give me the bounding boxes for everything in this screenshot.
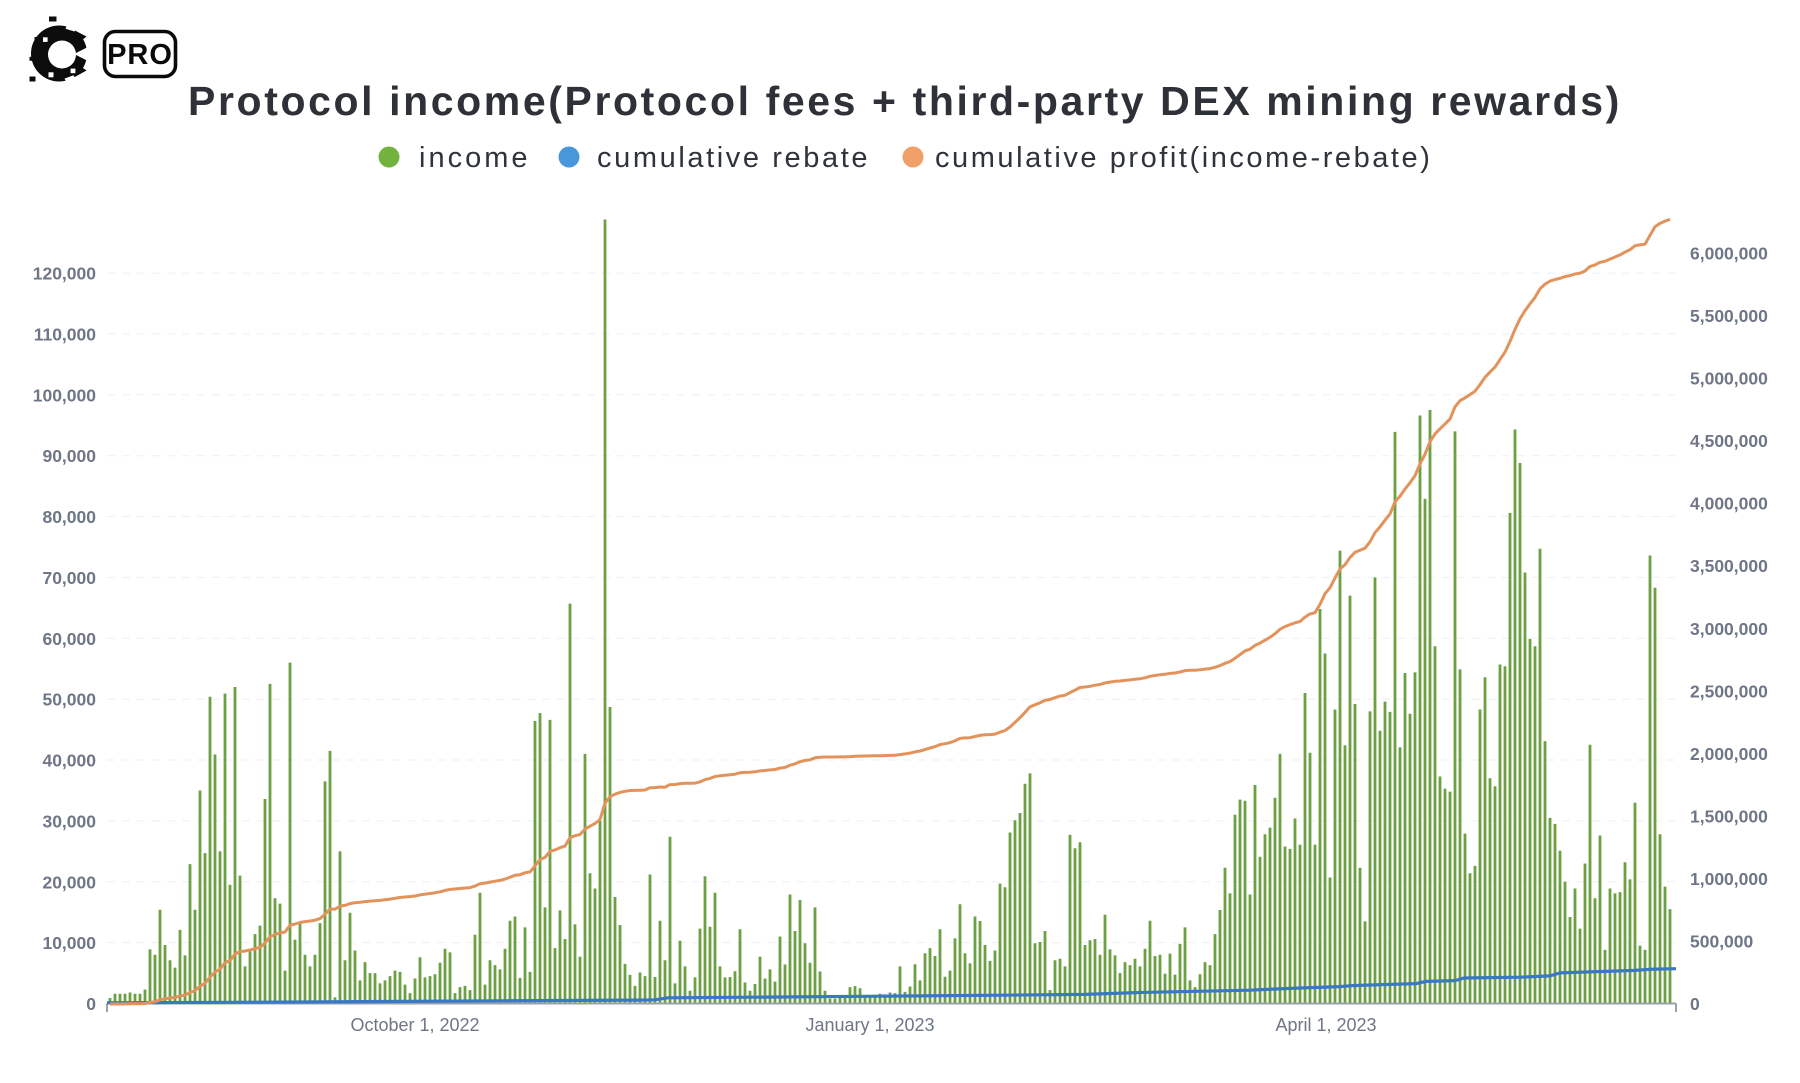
svg-text:January 1, 2023: January 1, 2023 [805, 1015, 934, 1035]
svg-text:4,500,000: 4,500,000 [1690, 431, 1768, 451]
svg-text:1,000,000: 1,000,000 [1690, 869, 1768, 889]
svg-text:PRO: PRO [107, 39, 173, 71]
svg-text:90,000: 90,000 [42, 446, 96, 466]
svg-text:110,000: 110,000 [34, 324, 97, 344]
svg-text:1,500,000: 1,500,000 [1690, 806, 1768, 826]
svg-text:70,000: 70,000 [42, 568, 96, 588]
svg-text:cumulative profit(income-rebat: cumulative profit(income-rebate) [935, 142, 1432, 174]
svg-text:4,000,000: 4,000,000 [1690, 494, 1768, 514]
svg-text:120,000: 120,000 [33, 264, 97, 284]
svg-text:2,000,000: 2,000,000 [1690, 744, 1768, 764]
svg-text:2,500,000: 2,500,000 [1690, 681, 1768, 701]
svg-text:10,000: 10,000 [42, 933, 96, 953]
svg-text:100,000: 100,000 [33, 385, 97, 405]
svg-text:80,000: 80,000 [42, 507, 96, 527]
svg-text:October 1, 2022: October 1, 2022 [350, 1015, 479, 1035]
svg-text:50,000: 50,000 [42, 690, 96, 710]
svg-text:30,000: 30,000 [42, 811, 96, 831]
svg-text:20,000: 20,000 [42, 872, 96, 892]
svg-text:April 1, 2023: April 1, 2023 [1275, 1015, 1376, 1035]
svg-text:500,000: 500,000 [1690, 932, 1754, 952]
svg-text:income: income [419, 142, 531, 174]
svg-text:cumulative rebate: cumulative rebate [597, 142, 870, 174]
svg-text:Protocol income(Protocol fees: Protocol income(Protocol fees + third-pa… [188, 78, 1622, 124]
svg-text:5,500,000: 5,500,000 [1690, 306, 1768, 326]
svg-text:6,000,000: 6,000,000 [1690, 244, 1768, 264]
svg-text:3,000,000: 3,000,000 [1690, 619, 1768, 639]
svg-text:0: 0 [1690, 994, 1700, 1014]
svg-text:3,500,000: 3,500,000 [1690, 556, 1768, 576]
svg-text:0: 0 [86, 994, 96, 1014]
svg-text:5,000,000: 5,000,000 [1690, 369, 1768, 389]
svg-text:60,000: 60,000 [42, 629, 96, 649]
svg-text:40,000: 40,000 [42, 751, 96, 771]
